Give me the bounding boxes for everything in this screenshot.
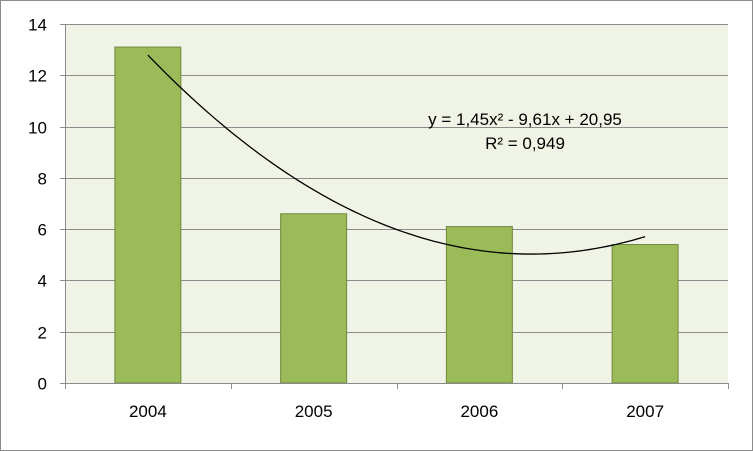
bar-2004 [114,46,182,384]
x-axis-ticks: 2004 2005 2006 2007 [129,402,664,421]
trendline-r-squared: R² = 0,949 [485,134,565,153]
y-tick-label: 4 [38,272,47,291]
bar-2005 [280,213,348,384]
y-tick-label: 2 [38,324,47,343]
x-tick-label: 2007 [626,402,664,421]
y-tick-label: 0 [38,375,47,394]
x-tick-label: 2006 [460,402,498,421]
y-tick-label: 6 [38,221,47,240]
y-tick-label: 14 [28,16,47,35]
y-tick-label: 10 [28,119,47,138]
y-tick-label: 8 [38,170,47,189]
x-tick-label: 2004 [129,402,167,421]
y-tick-label: 12 [28,67,47,86]
trendline [147,54,646,255]
trendline-equation: y = 1,45x² - 9,61x + 20,95 [428,110,622,129]
x-tick-label: 2005 [295,402,333,421]
axes [60,24,729,389]
bar-2007 [611,244,679,384]
y-axis-ticks: 0 2 4 6 8 10 12 14 [28,16,47,394]
